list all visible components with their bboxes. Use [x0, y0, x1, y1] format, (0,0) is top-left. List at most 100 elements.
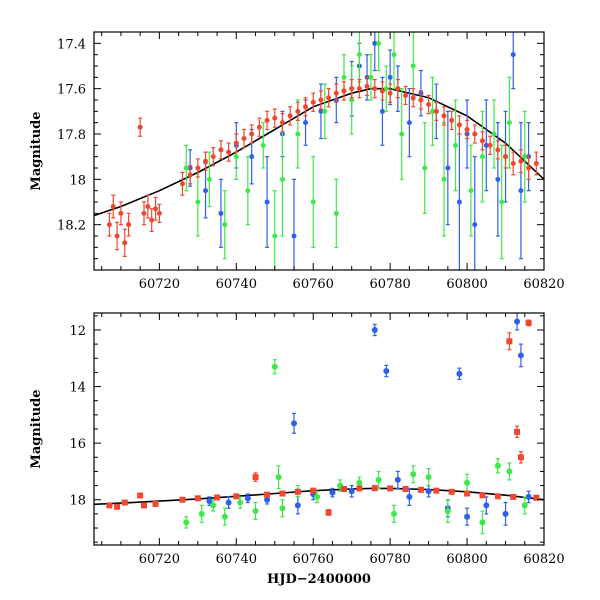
data-point	[291, 233, 297, 239]
data-point	[479, 519, 486, 526]
data-point	[203, 188, 209, 194]
data-point	[264, 117, 270, 123]
data-point	[256, 124, 262, 130]
y-tick-label: 18	[69, 494, 86, 509]
data-point	[295, 131, 301, 137]
data-point	[137, 492, 144, 499]
data-point	[494, 493, 501, 500]
data-point	[295, 108, 301, 114]
data-point	[456, 122, 462, 128]
data-point	[448, 488, 455, 495]
data-point	[264, 199, 270, 205]
data-point	[271, 363, 278, 370]
data-point	[387, 90, 393, 96]
data-point	[483, 142, 489, 148]
data-point	[195, 165, 201, 171]
data-point	[406, 493, 413, 500]
data-point	[264, 496, 271, 503]
data-point	[233, 493, 240, 500]
data-point	[372, 86, 378, 92]
plot-area	[94, 32, 544, 270]
data-point	[275, 474, 282, 481]
x-tick-label: 60740	[216, 277, 257, 292]
data-point	[502, 510, 509, 517]
data-point	[249, 131, 255, 137]
data-point	[356, 485, 363, 492]
x-tick-label: 60740	[216, 552, 257, 567]
data-point	[326, 95, 332, 101]
data-point	[526, 165, 532, 171]
data-point	[456, 199, 462, 205]
data-point	[245, 188, 251, 194]
data-point	[310, 199, 316, 205]
data-point	[514, 428, 521, 435]
data-point	[356, 479, 363, 486]
data-point	[279, 176, 285, 182]
data-point	[218, 147, 224, 153]
data-point	[195, 199, 201, 205]
data-point	[233, 154, 239, 160]
data-point	[533, 494, 540, 501]
data-point	[525, 319, 532, 326]
data-point	[233, 140, 239, 146]
data-point	[118, 210, 124, 216]
data-point	[114, 233, 120, 239]
data-point	[464, 490, 471, 497]
data-point	[479, 154, 485, 160]
data-point	[483, 502, 490, 509]
data-point	[406, 120, 412, 126]
data-point	[514, 318, 521, 325]
data-series	[106, 319, 540, 516]
data-point	[479, 492, 486, 499]
data-point	[264, 491, 271, 498]
data-point	[106, 222, 112, 228]
data-point	[510, 52, 516, 58]
data-point	[426, 102, 432, 108]
data-point	[487, 142, 493, 148]
data-point	[110, 204, 116, 210]
axes-frame	[93, 312, 545, 546]
data-point	[279, 490, 286, 497]
data-point	[341, 485, 347, 492]
data-point	[387, 74, 393, 80]
data-point	[499, 199, 505, 205]
data-point	[225, 499, 232, 506]
data-point	[206, 176, 212, 182]
data-point	[106, 502, 113, 509]
data-point	[333, 90, 339, 96]
data-point	[121, 499, 128, 506]
data-point	[156, 210, 162, 216]
data-point	[141, 502, 147, 509]
data-point	[518, 188, 524, 194]
data-point	[453, 142, 459, 148]
data-point	[494, 462, 501, 469]
data-point	[303, 120, 309, 126]
data-point	[226, 149, 232, 155]
data-point	[503, 154, 509, 160]
data-point	[310, 99, 316, 105]
data-point	[376, 40, 382, 46]
data-point	[533, 160, 539, 166]
x-tick-label: 60760	[293, 277, 334, 292]
data-point	[303, 104, 309, 110]
data-point	[272, 115, 278, 121]
data-point	[356, 52, 362, 58]
data-point	[379, 108, 385, 114]
data-point	[479, 138, 485, 144]
data-point	[210, 502, 217, 509]
top-panel: 60720 60740 60760 60780 60800 60820 17.4 17.6 17…	[29, 31, 565, 292]
x-tick-label: 60820	[523, 552, 564, 567]
data-point	[356, 86, 362, 92]
data-point	[152, 500, 159, 507]
data-series	[183, 359, 528, 535]
data-point	[383, 368, 390, 374]
data-point	[491, 131, 497, 137]
x-axis-title: HJD−2400000	[267, 572, 371, 587]
data-point	[518, 158, 524, 164]
data-point	[310, 487, 317, 494]
data-point	[252, 508, 259, 515]
data-point	[287, 113, 293, 119]
y-tick-label: 12	[69, 324, 86, 339]
data-point	[341, 74, 347, 80]
data-point	[521, 502, 528, 509]
